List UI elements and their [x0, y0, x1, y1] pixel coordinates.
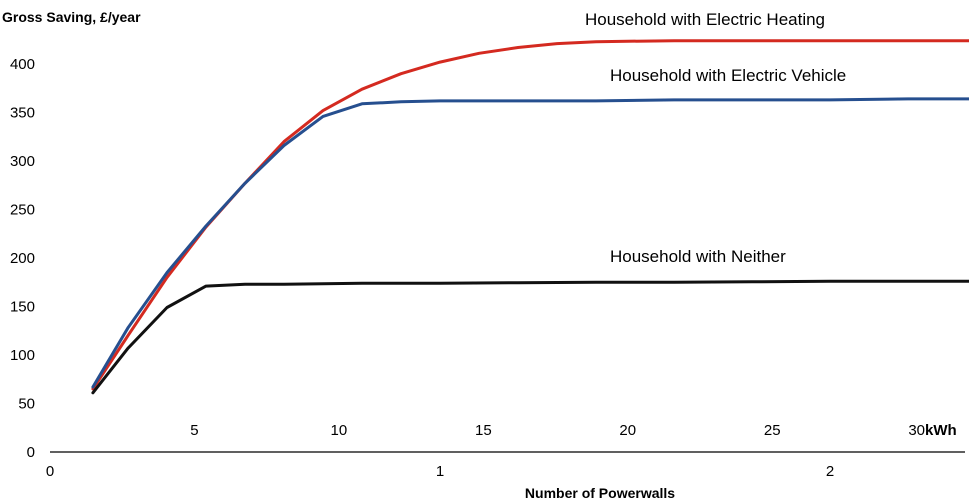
kwh-tick-label: 25	[764, 422, 781, 439]
y-tick-label: 150	[10, 299, 35, 316]
x-tick-label: 0	[46, 463, 54, 480]
y-tick-label: 300	[10, 153, 35, 170]
kwh-tick-label: 15	[475, 422, 492, 439]
kwh-tick-label: 5	[190, 422, 198, 439]
series-group	[91, 39, 969, 395]
x-tick-label: 1	[436, 463, 444, 480]
series-label-1: Household with Electric Vehicle	[610, 66, 846, 85]
series-labels: Household with Electric Heating Household…	[585, 10, 846, 266]
kwh-tick-label: 20	[619, 422, 636, 439]
y-tick-label: 400	[10, 56, 35, 73]
y-tick-label: 0	[27, 444, 35, 461]
y-tick-label: 350	[10, 105, 35, 122]
x-tick-label: 2	[826, 463, 834, 480]
series-line-0	[91, 39, 969, 391]
y-tick-label: 200	[10, 250, 35, 267]
kwh-tick-label: 30	[908, 422, 925, 439]
y-tick-label: 250	[10, 202, 35, 219]
y-axis-title: Gross Saving, £/year	[2, 9, 141, 25]
series-line-2	[91, 279, 969, 395]
x-axis-title: Number of Powerwalls	[525, 485, 675, 501]
kwh-tick-label: 10	[331, 422, 348, 439]
y-axis: 0 50 100 150 200 250 300 350 400	[10, 56, 35, 461]
series-label-2: Household with Neither	[610, 247, 786, 266]
series-label-0: Household with Electric Heating	[585, 10, 825, 29]
y-tick-label: 50	[18, 396, 35, 413]
kwh-unit-label: kWh	[925, 422, 957, 439]
x-axis: 0 1 2	[46, 451, 965, 480]
y-tick-label: 100	[10, 347, 35, 364]
kwh-axis: 5 10 15 20 25 30 kWh	[190, 422, 956, 439]
series-line-1	[91, 97, 969, 389]
